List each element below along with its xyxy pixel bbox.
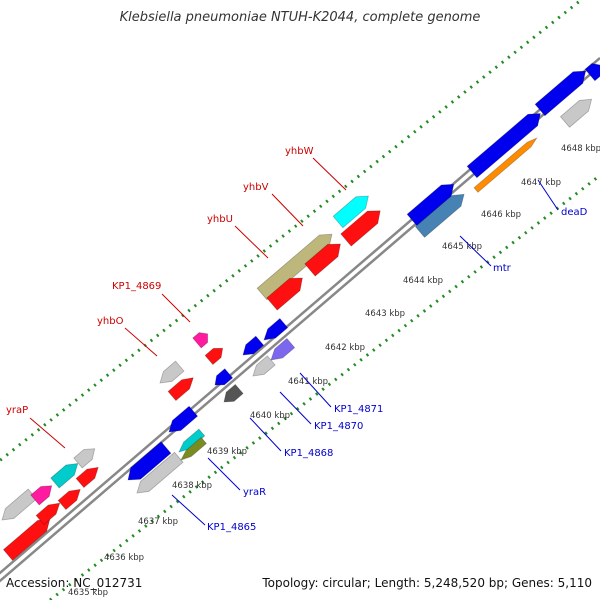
gene-label-leader xyxy=(161,293,191,323)
gene-label-leader xyxy=(171,494,206,526)
gene-arrow[interactable] xyxy=(127,441,172,481)
kbp-tick-label: 4637 kbp xyxy=(138,517,178,527)
gene-label-leader xyxy=(537,179,559,211)
gene-arrow[interactable] xyxy=(168,405,199,433)
gene-label-leader xyxy=(299,372,332,408)
kbp-tick-label: 4644 kbp xyxy=(403,276,443,286)
gene-arrow[interactable] xyxy=(414,193,465,238)
kbp-tick-layer: 4635 kbp 4636 kbp 4637 kbp 4638 kbp 4639 kbp… xyxy=(68,144,600,598)
gene-arrow[interactable] xyxy=(57,488,81,511)
gene-label[interactable]: KP1_4871 xyxy=(334,404,383,415)
gene-arrow[interactable] xyxy=(252,355,276,377)
gene-arrow[interactable] xyxy=(584,63,600,82)
kbp-tick-label: 4647 kbp xyxy=(521,178,561,188)
guide-line-inner xyxy=(49,173,600,600)
gene-label-leader xyxy=(249,417,282,452)
gene-arrow[interactable] xyxy=(2,518,51,561)
kbp-tick-label: 4638 kbp xyxy=(172,481,212,491)
gene-arrow[interactable] xyxy=(263,317,289,341)
gene-label-leader xyxy=(124,327,158,357)
gene-layer xyxy=(1,63,600,561)
gene-arrow[interactable] xyxy=(214,368,234,386)
gene-label-leader xyxy=(279,391,312,425)
gene-label[interactable]: yraR xyxy=(243,487,266,498)
gene-arrow[interactable] xyxy=(473,137,538,193)
gene-label[interactable]: yhbU xyxy=(207,214,233,225)
kbp-tick-label: 4640 kbp xyxy=(250,411,290,421)
gene-arrow[interactable] xyxy=(266,277,303,311)
gene-arrow[interactable] xyxy=(167,377,194,402)
gene-arrow[interactable] xyxy=(340,210,381,247)
gene-arrow[interactable] xyxy=(75,466,99,489)
gene-label[interactable]: KP1_4868 xyxy=(284,448,333,459)
gene-label-leader xyxy=(207,457,241,491)
kbp-tick-label: 4643 kbp xyxy=(365,309,405,319)
gene-arrow[interactable] xyxy=(35,502,61,526)
gene-label[interactable]: KP1_4865 xyxy=(207,522,256,533)
gene-arrow[interactable] xyxy=(50,463,79,489)
gene-label[interactable]: deaD xyxy=(561,207,588,218)
gene-arrow[interactable] xyxy=(406,183,455,227)
gene-label[interactable]: yhbO xyxy=(97,316,124,327)
gene-arrow[interactable] xyxy=(180,436,207,461)
gene-arrow[interactable] xyxy=(204,347,224,366)
gene-arrow[interactable] xyxy=(270,337,296,361)
gene-label[interactable]: yhbV xyxy=(243,182,269,193)
gene-label-leader xyxy=(312,157,347,191)
kbp-tick-label: 4639 kbp xyxy=(207,447,247,457)
topology-text: Topology: circular; Length: 5,248,520 bp… xyxy=(262,576,592,590)
gene-arrow[interactable] xyxy=(534,70,587,117)
kbp-tick-label: 4636 kbp xyxy=(104,553,144,563)
gene-arrow[interactable] xyxy=(159,360,185,384)
gene-label-leader xyxy=(234,225,269,259)
gene-label-leader xyxy=(271,193,304,227)
kbp-tick-label: 4642 kbp xyxy=(325,343,365,353)
gene-arrow[interactable] xyxy=(304,243,341,277)
gene-arrow[interactable] xyxy=(332,195,369,229)
kbp-tick-label: 4635 kbp xyxy=(68,588,108,598)
gene-label[interactable]: KP1_4869 xyxy=(112,281,161,292)
guide-line-outer xyxy=(0,0,584,463)
gene-arrow[interactable] xyxy=(256,233,333,301)
gene-arrow[interactable] xyxy=(30,485,53,506)
gene-label-layer: yraP yhbO KP1_4869 yhbU yhbV yhbW KP1_4865 yraR… xyxy=(6,146,588,533)
kbp-tick-label: 4646 kbp xyxy=(481,210,521,220)
gene-arrow[interactable] xyxy=(73,448,96,469)
kbp-tick-label: 4645 kbp xyxy=(442,242,482,252)
gene-label[interactable]: mtr xyxy=(493,263,512,274)
gene-arrow[interactable] xyxy=(466,113,541,179)
gene-arrow[interactable] xyxy=(136,451,184,494)
gene-label[interactable]: KP1_4870 xyxy=(314,421,363,432)
map-title: Klebsiella pneumoniae NTUH-K2044, comple… xyxy=(119,10,481,25)
gene-arrow[interactable] xyxy=(192,332,209,349)
gene-arrow[interactable] xyxy=(242,335,265,356)
gene-arrow[interactable] xyxy=(223,383,244,403)
gene-arrow[interactable] xyxy=(1,488,38,521)
gene-label[interactable]: yraP xyxy=(6,405,28,416)
gene-label-leader xyxy=(29,417,66,449)
accession-text: Accession: NC_012731 xyxy=(6,576,143,590)
gene-arrow[interactable] xyxy=(559,98,593,128)
gene-label-leader xyxy=(459,235,492,267)
gene-label[interactable]: yhbW xyxy=(285,146,314,157)
kbp-tick-label: 4648 kbp xyxy=(561,144,600,154)
